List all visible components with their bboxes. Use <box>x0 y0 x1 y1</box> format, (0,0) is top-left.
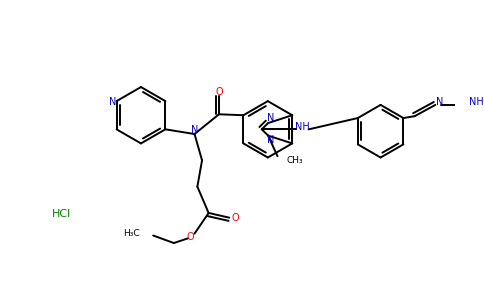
Text: N: N <box>267 135 274 145</box>
Text: NH₂: NH₂ <box>469 97 484 107</box>
Text: NH: NH <box>295 122 310 131</box>
Text: O: O <box>231 213 239 223</box>
Text: HCl: HCl <box>52 209 71 219</box>
Text: H₃C: H₃C <box>123 229 140 238</box>
Text: N: N <box>191 125 198 135</box>
Text: CH₃: CH₃ <box>287 155 303 164</box>
Text: O: O <box>215 87 223 97</box>
Text: O: O <box>187 232 195 242</box>
Text: N: N <box>437 97 444 107</box>
Text: N: N <box>267 113 274 123</box>
Text: N: N <box>109 97 117 107</box>
